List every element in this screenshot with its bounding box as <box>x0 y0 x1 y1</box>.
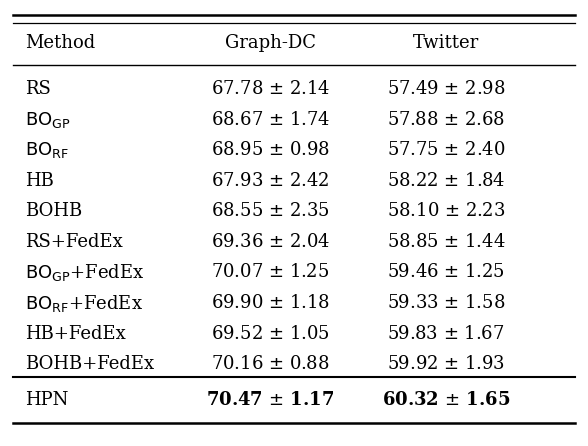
Text: HPN: HPN <box>25 391 68 409</box>
Text: HB: HB <box>25 172 54 190</box>
Text: $\mathrm{BO}_{\mathrm{GP}}$+FedEx: $\mathrm{BO}_{\mathrm{GP}}$+FedEx <box>25 262 144 283</box>
Text: RS: RS <box>25 80 51 98</box>
Text: 59.33 $\pm$ 1.58: 59.33 $\pm$ 1.58 <box>387 294 505 312</box>
Text: 60.32 $\pm$ 1.65: 60.32 $\pm$ 1.65 <box>382 391 510 409</box>
Text: 59.46 $\pm$ 1.25: 59.46 $\pm$ 1.25 <box>387 264 505 281</box>
Text: 57.88 $\pm$ 2.68: 57.88 $\pm$ 2.68 <box>387 111 505 128</box>
Text: BOHB+FedEx: BOHB+FedEx <box>25 355 154 373</box>
Text: 58.10 $\pm$ 2.23: 58.10 $\pm$ 2.23 <box>387 202 505 220</box>
Text: 58.22 $\pm$ 1.84: 58.22 $\pm$ 1.84 <box>387 172 505 190</box>
Text: BOHB: BOHB <box>25 202 82 220</box>
Text: $\mathrm{BO}_{\mathrm{GP}}$: $\mathrm{BO}_{\mathrm{GP}}$ <box>25 110 71 130</box>
Text: 68.95 $\pm$ 0.98: 68.95 $\pm$ 0.98 <box>211 141 330 159</box>
Text: 70.47 $\pm$ 1.17: 70.47 $\pm$ 1.17 <box>206 391 335 409</box>
Text: $\mathrm{BO}_{\mathrm{RF}}$+FedEx: $\mathrm{BO}_{\mathrm{RF}}$+FedEx <box>25 293 143 314</box>
Text: Graph-DC: Graph-DC <box>225 34 316 53</box>
Text: 58.85 $\pm$ 1.44: 58.85 $\pm$ 1.44 <box>387 233 506 251</box>
Text: 70.07 $\pm$ 1.25: 70.07 $\pm$ 1.25 <box>212 264 330 281</box>
Text: HB+FedEx: HB+FedEx <box>25 325 126 343</box>
Text: $\mathrm{BO}_{\mathrm{RF}}$: $\mathrm{BO}_{\mathrm{RF}}$ <box>25 140 69 160</box>
Text: RS+FedEx: RS+FedEx <box>25 233 122 251</box>
Text: 67.78 $\pm$ 2.14: 67.78 $\pm$ 2.14 <box>211 80 330 98</box>
Text: 69.52 $\pm$ 1.05: 69.52 $\pm$ 1.05 <box>211 325 330 343</box>
Text: 57.49 $\pm$ 2.98: 57.49 $\pm$ 2.98 <box>387 80 506 98</box>
Text: 70.16 $\pm$ 0.88: 70.16 $\pm$ 0.88 <box>212 355 330 373</box>
Text: 59.92 $\pm$ 1.93: 59.92 $\pm$ 1.93 <box>387 355 505 373</box>
Text: 68.55 $\pm$ 2.35: 68.55 $\pm$ 2.35 <box>211 202 330 220</box>
Text: Method: Method <box>25 34 95 53</box>
Text: Twitter: Twitter <box>413 34 479 53</box>
Text: 59.83 $\pm$ 1.67: 59.83 $\pm$ 1.67 <box>387 325 505 343</box>
Text: 68.67 $\pm$ 1.74: 68.67 $\pm$ 1.74 <box>211 111 330 128</box>
Text: 69.90 $\pm$ 1.18: 69.90 $\pm$ 1.18 <box>211 294 330 312</box>
Text: 69.36 $\pm$ 2.04: 69.36 $\pm$ 2.04 <box>211 233 330 251</box>
Text: 57.75 $\pm$ 2.40: 57.75 $\pm$ 2.40 <box>387 141 506 159</box>
Text: 67.93 $\pm$ 2.42: 67.93 $\pm$ 2.42 <box>212 172 330 190</box>
